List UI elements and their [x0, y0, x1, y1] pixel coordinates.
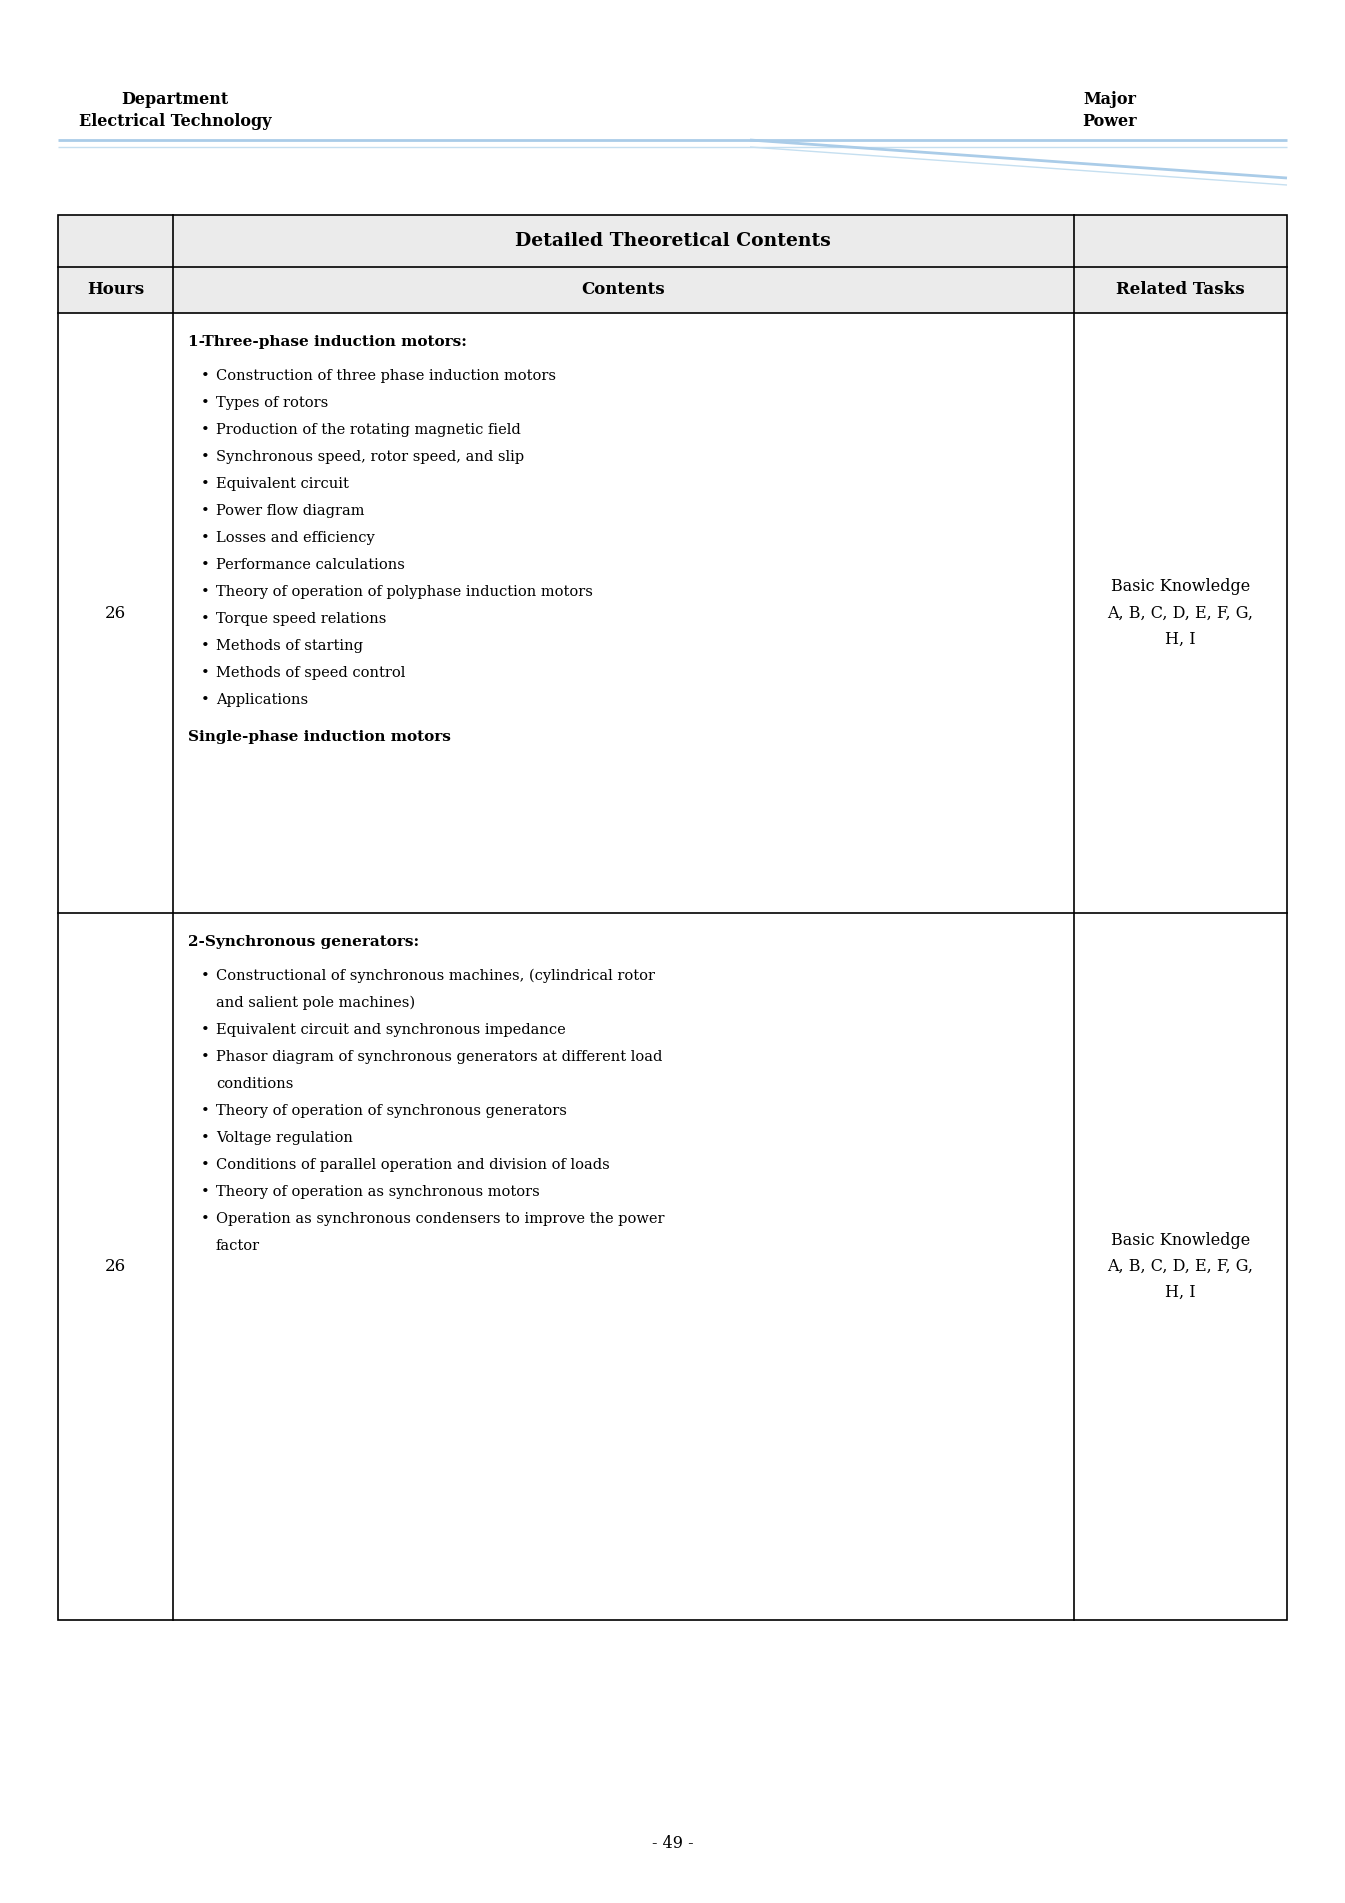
Text: Related Tasks: Related Tasks	[1116, 282, 1245, 299]
Text: •: •	[200, 449, 210, 464]
Text: Basic Knowledge
A, B, C, D, E, F, G,
H, I: Basic Knowledge A, B, C, D, E, F, G, H, …	[1107, 579, 1254, 647]
Text: •: •	[200, 639, 210, 653]
Text: Electrical Technology: Electrical Technology	[79, 114, 272, 131]
Text: •: •	[200, 1159, 210, 1172]
Text: Types of rotors: Types of rotors	[217, 396, 328, 409]
Text: Theory of operation of synchronous generators: Theory of operation of synchronous gener…	[217, 1104, 566, 1117]
Text: •: •	[200, 969, 210, 984]
Text: •: •	[200, 1212, 210, 1226]
Text: Constructional of synchronous machines, (cylindrical rotor: Constructional of synchronous machines, …	[217, 969, 655, 984]
Text: •: •	[200, 531, 210, 544]
Text: Methods of speed control: Methods of speed control	[217, 666, 405, 679]
Text: Theory of operation of polyphase induction motors: Theory of operation of polyphase inducti…	[217, 584, 593, 599]
Text: Equivalent circuit: Equivalent circuit	[217, 478, 348, 491]
Text: Equivalent circuit and synchronous impedance: Equivalent circuit and synchronous imped…	[217, 1024, 566, 1037]
Text: factor: factor	[217, 1239, 260, 1252]
Text: •: •	[200, 1024, 210, 1037]
Text: •: •	[200, 478, 210, 491]
Text: Production of the rotating magnetic field: Production of the rotating magnetic fiel…	[217, 422, 521, 438]
Text: and salient pole machines): and salient pole machines)	[217, 995, 416, 1010]
Text: Methods of starting: Methods of starting	[217, 639, 363, 653]
Bar	[58, 215, 1287, 266]
Text: •: •	[200, 1186, 210, 1199]
Text: •: •	[200, 504, 210, 518]
Bar	[58, 266, 1287, 312]
Text: Single-phase induction motors: Single-phase induction motors	[188, 731, 451, 744]
Text: Conditions of parallel operation and division of loads: Conditions of parallel operation and div…	[217, 1159, 609, 1172]
Text: Construction of three phase induction motors: Construction of three phase induction mo…	[217, 369, 555, 383]
Text: Power: Power	[1083, 114, 1138, 131]
Text: •: •	[200, 1130, 210, 1146]
Text: Applications: Applications	[217, 693, 308, 708]
Text: 26: 26	[105, 1258, 126, 1275]
Text: •: •	[200, 584, 210, 599]
Text: •: •	[200, 1050, 210, 1064]
Text: Contents: Contents	[581, 282, 666, 299]
Text: Power flow diagram: Power flow diagram	[217, 504, 364, 518]
Text: •: •	[200, 613, 210, 626]
Text: •: •	[200, 422, 210, 438]
Text: Phasor diagram of synchronous generators at different load: Phasor diagram of synchronous generators…	[217, 1050, 662, 1064]
Text: •: •	[200, 396, 210, 409]
Text: Theory of operation as synchronous motors: Theory of operation as synchronous motor…	[217, 1186, 539, 1199]
Text: Major: Major	[1084, 91, 1137, 108]
Text: Synchronous speed, rotor speed, and slip: Synchronous speed, rotor speed, and slip	[217, 449, 525, 464]
Text: - 49 -: - 49 -	[652, 1834, 693, 1852]
Text: •: •	[200, 693, 210, 708]
Text: •: •	[200, 666, 210, 679]
Text: Detailed Theoretical Contents: Detailed Theoretical Contents	[515, 232, 830, 249]
Text: •: •	[200, 369, 210, 383]
Text: Hours: Hours	[87, 282, 144, 299]
Text: Basic Knowledge
A, B, C, D, E, F, G,
H, I: Basic Knowledge A, B, C, D, E, F, G, H, …	[1107, 1231, 1254, 1302]
Text: 2-Synchronous generators:: 2-Synchronous generators:	[188, 934, 420, 950]
Text: Operation as synchronous condensers to improve the power: Operation as synchronous condensers to i…	[217, 1212, 664, 1226]
Text: Losses and efficiency: Losses and efficiency	[217, 531, 375, 544]
Text: •: •	[200, 1104, 210, 1117]
Text: Performance calculations: Performance calculations	[217, 558, 405, 573]
Text: Department: Department	[121, 91, 229, 108]
Text: Torque speed relations: Torque speed relations	[217, 613, 386, 626]
Text: 1-Three-phase induction motors:: 1-Three-phase induction motors:	[188, 335, 467, 348]
Text: •: •	[200, 558, 210, 573]
Bar	[58, 215, 1287, 1619]
Bar	[58, 312, 1287, 1619]
Text: conditions: conditions	[217, 1077, 293, 1090]
Text: 26: 26	[105, 605, 126, 622]
Text: Voltage regulation: Voltage regulation	[217, 1130, 352, 1146]
